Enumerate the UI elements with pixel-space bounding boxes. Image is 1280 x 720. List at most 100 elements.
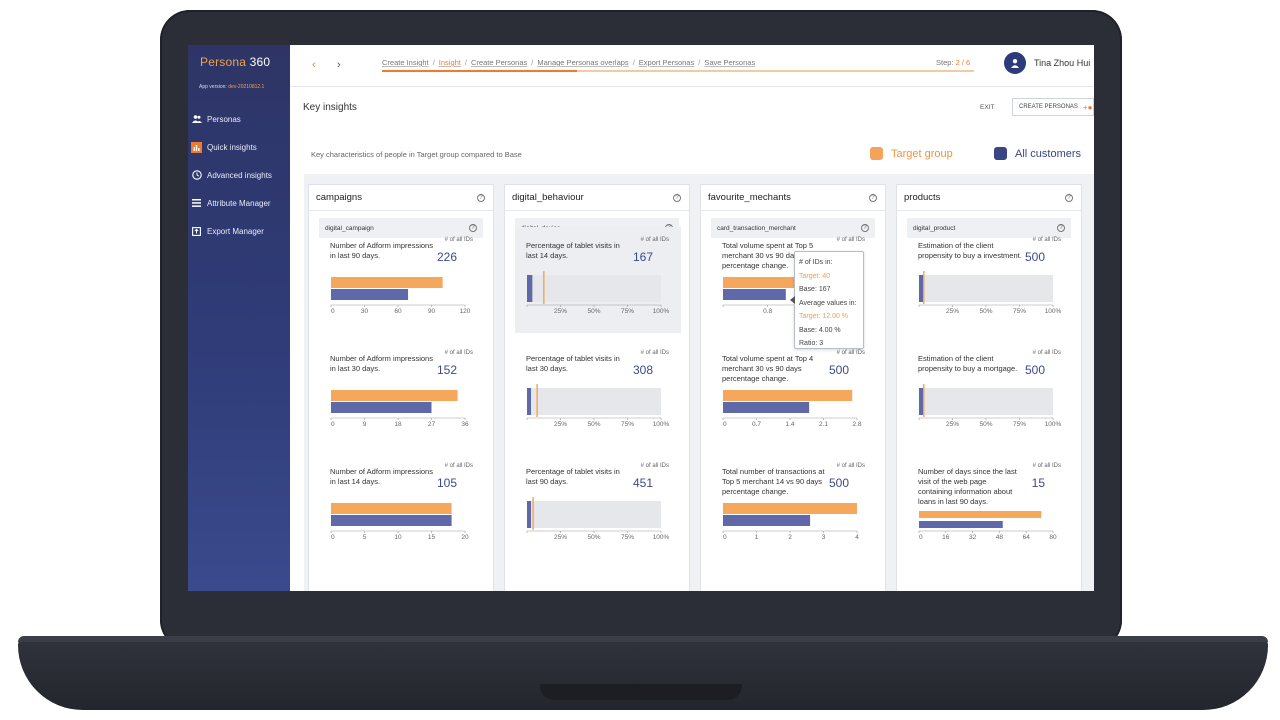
tick-label: 2 <box>788 534 792 541</box>
user-icon <box>1011 59 1019 68</box>
target-bar <box>723 503 857 514</box>
help-icon[interactable]: ? <box>673 193 681 202</box>
metric-chart: 25% 50% 75% 100% <box>918 384 1062 428</box>
legend-target-label: Target group <box>891 147 953 160</box>
metric-label: Total volume spent at Top 4 merchant 30 … <box>722 354 814 383</box>
add-user-icon: +● <box>1082 102 1093 112</box>
tick-label: 9 <box>363 421 367 428</box>
crumb-manage-overlaps[interactable]: Manage Personas overlaps <box>537 58 629 67</box>
sidebar-item-label: Personas <box>207 114 241 124</box>
sidebar-item-personas[interactable]: Personas <box>188 105 290 133</box>
column-title: favourite_mechants <box>708 192 791 203</box>
column-title: digital_behaviour <box>512 192 584 203</box>
pct-track <box>527 388 661 415</box>
app-version: App version: dev-20210812.1 <box>199 84 265 90</box>
metric-card[interactable]: Estimation of the client propensity to b… <box>907 227 1073 333</box>
tick-label: 16 <box>942 534 950 541</box>
metric-card[interactable]: Number of Adform impressions in last 30 … <box>319 340 485 446</box>
main-area: ‹ › Create Insight / Insight / Create Pers… <box>290 45 1094 591</box>
tooltip-line: Target: 12.00 % <box>799 313 849 320</box>
help-icon[interactable]: ? <box>861 224 869 232</box>
metric-card[interactable]: Percentage of tablet visits in last 30 d… <box>515 340 681 446</box>
forward-arrow-icon[interactable]: › <box>337 59 341 71</box>
base-bar <box>527 501 532 528</box>
create-personas-button[interactable]: CREATE PERSONAS +● <box>1012 98 1094 116</box>
crumb-export-personas[interactable]: Export Personas <box>638 58 695 67</box>
subcategory-header: digital_campaign? <box>319 218 483 238</box>
tooltip-line: Base: 167 <box>799 286 831 293</box>
help-icon[interactable]: ? <box>1057 224 1065 232</box>
tick-label: 50% <box>979 421 992 428</box>
sidebar-item-attribute-manager[interactable]: Attribute Manager <box>188 189 290 217</box>
tick-label: 2.8 <box>852 421 861 428</box>
base-bar <box>723 515 811 526</box>
sidebar-item-export-manager[interactable]: Export Manager <box>188 217 290 245</box>
tooltip-line: Target: 40 <box>799 272 831 280</box>
base-bar <box>527 275 533 302</box>
metric-label: Number of Adform impressions in last 90 … <box>330 241 433 260</box>
tick-label: 64 <box>1023 534 1031 541</box>
exit-button[interactable]: EXIT <box>980 104 995 111</box>
tick-label: 0 <box>723 534 727 541</box>
sidebar: Persona 360 App version: dev-20210812.1 … <box>188 45 290 591</box>
tick-label: 20 <box>461 534 469 541</box>
metric-chart: 0 9 18 27 36 <box>330 390 469 428</box>
tick-label: 0 <box>331 534 335 541</box>
app-logo[interactable]: Persona 360 <box>200 55 271 69</box>
column-header: digital_behaviour? <box>505 185 689 211</box>
help-icon[interactable]: ? <box>469 224 477 232</box>
tick-label: 0.7 <box>752 421 761 428</box>
base-bar <box>919 388 923 415</box>
sidebar-item-quick-insights[interactable]: Quick insights <box>188 133 290 161</box>
metric-card[interactable]: Percentage of tablet visits in last 14 d… <box>515 227 681 333</box>
tick-label: 0 <box>723 421 727 428</box>
metric-chart: 25% 50% 75% 100% <box>526 497 670 541</box>
metric-card[interactable]: Total number of transactions at Top 5 me… <box>711 453 877 559</box>
metric-card[interactable]: Estimation of the client propensity to b… <box>907 340 1073 446</box>
sidebar-item-label: Advanced insights <box>207 170 272 180</box>
metric-card[interactable]: Percentage of tablet visits in last 90 d… <box>515 453 681 559</box>
crumb-create-insight[interactable]: Create Insight <box>382 58 429 67</box>
metric-label: Total number of transactions at Top 5 me… <box>722 467 825 496</box>
legend-target-swatch <box>870 147 883 160</box>
metric-card[interactable]: Total volume spent at Top 4 merchant 30 … <box>711 340 877 446</box>
insights-grid: campaigns? digital_campaign? Number of Adf… <box>304 174 1094 591</box>
tick-label: 0 <box>919 534 923 541</box>
help-icon[interactable]: ? <box>1065 193 1073 202</box>
metric-caption: # of all IDs <box>640 237 669 243</box>
column-header: favourite_mechants? <box>701 185 885 211</box>
metric-value: 226 <box>436 250 457 264</box>
user-avatar[interactable] <box>1004 52 1026 74</box>
users-icon <box>191 114 202 125</box>
metric-chart: 25% 50% 75% 100% <box>526 271 670 315</box>
sidebar-item-label: Export Manager <box>207 226 264 236</box>
metric-card[interactable]: Number of Adform impressions in last 90 … <box>319 227 485 333</box>
metric-chart: 0 1 2 3 4 <box>722 503 859 541</box>
base-bar <box>527 388 532 415</box>
target-marker <box>923 271 925 304</box>
metric-card[interactable]: Number of days since the last visit of t… <box>907 453 1073 559</box>
help-icon[interactable]: ? <box>869 193 877 202</box>
list-icon <box>191 198 202 209</box>
metric-value: 308 <box>632 363 653 377</box>
help-icon[interactable]: ? <box>477 193 485 202</box>
user-name[interactable]: Tina Zhou Hui <box>1034 58 1091 68</box>
tick-label: 18 <box>394 421 402 428</box>
tick-label: 25% <box>554 308 567 315</box>
crumb-save-personas[interactable]: Save Personas <box>704 58 756 67</box>
laptop-base <box>18 636 1268 710</box>
back-arrow-icon[interactable]: ‹ <box>312 59 316 71</box>
metric-card[interactable]: Number of Adform impressions in last 14 … <box>319 453 485 559</box>
metric-value: 15 <box>1031 476 1045 490</box>
tick-label: 100% <box>653 421 670 428</box>
crumb-insight[interactable]: Insight <box>438 58 461 67</box>
crumb-create-personas[interactable]: Create Personas <box>471 58 528 67</box>
base-bar <box>331 289 409 300</box>
metric-chart: 25% 50% 75% 100% <box>918 271 1062 315</box>
step-progress-fill <box>382 70 578 72</box>
metric-label: Total volume spent at Top 5 merchant 30 … <box>722 241 814 270</box>
pct-track <box>527 501 661 528</box>
legend-base-label: All customers <box>1015 147 1082 160</box>
sidebar-item-advanced-insights[interactable]: Advanced insights <box>188 161 290 189</box>
metric-value: 451 <box>632 476 653 490</box>
